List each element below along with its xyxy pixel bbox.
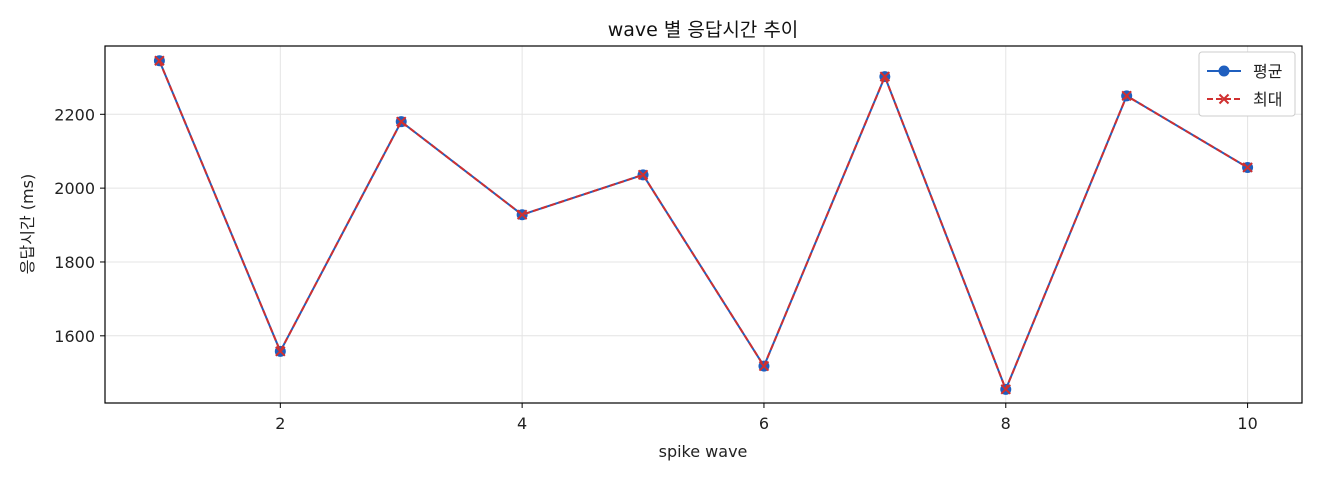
data-point [637, 169, 649, 181]
data-point [1121, 90, 1132, 102]
legend-label: 평균 [1253, 62, 1282, 81]
x-tick-label: 8 [1001, 414, 1011, 433]
x-tick-label: 4 [517, 414, 527, 433]
legend-marker [1218, 65, 1230, 77]
data-point [396, 116, 407, 127]
y-tick-label: 2000 [54, 179, 95, 198]
legend-label: 최대 [1253, 90, 1282, 109]
x-tick-label: 10 [1237, 414, 1257, 433]
x-marker-stroke [516, 209, 528, 220]
chart-title: wave 별 응답시간 추이 [608, 19, 799, 41]
y-tick-label: 1800 [54, 253, 95, 272]
x-marker-stroke [275, 346, 286, 357]
x-marker-stroke [1121, 90, 1132, 102]
x-marker-stroke [396, 116, 407, 127]
grid [105, 46, 1302, 403]
ticks: 2 4 6 8 10 1600 1800 2000 2200 [54, 105, 1257, 433]
x-marker-stroke [1218, 93, 1230, 105]
y-tick-label: 2200 [54, 105, 95, 124]
data-point [758, 360, 770, 372]
x-marker-stroke [1000, 384, 1011, 395]
legend-item: 최대 [1207, 90, 1282, 109]
data-point [154, 55, 165, 66]
y-tick-label: 1600 [54, 327, 95, 346]
data-point [516, 209, 528, 220]
data-point [879, 71, 891, 82]
x-marker-stroke [154, 55, 165, 66]
series-line [158, 60, 1249, 391]
x-tick-label: 6 [759, 414, 769, 433]
data-point [1000, 384, 1011, 395]
legend-marker [1218, 93, 1230, 105]
plot-frame [104, 45, 1303, 404]
data-point [1242, 162, 1253, 173]
series-1 [153, 55, 1254, 395]
series-2 [154, 55, 1253, 395]
y-axis-label: 응답시간 (ms) [18, 174, 37, 274]
x-marker-stroke [758, 360, 770, 372]
x-marker-stroke [1242, 162, 1253, 173]
x-tick-label: 2 [275, 414, 285, 433]
x-marker-stroke [637, 169, 649, 181]
x-axis-label: spike wave [659, 442, 748, 461]
x-marker-stroke [879, 71, 891, 82]
legend-item: 평균 [1207, 62, 1282, 81]
data-point [275, 346, 286, 357]
series-layer [153, 55, 1254, 395]
series-line [158, 60, 1249, 391]
